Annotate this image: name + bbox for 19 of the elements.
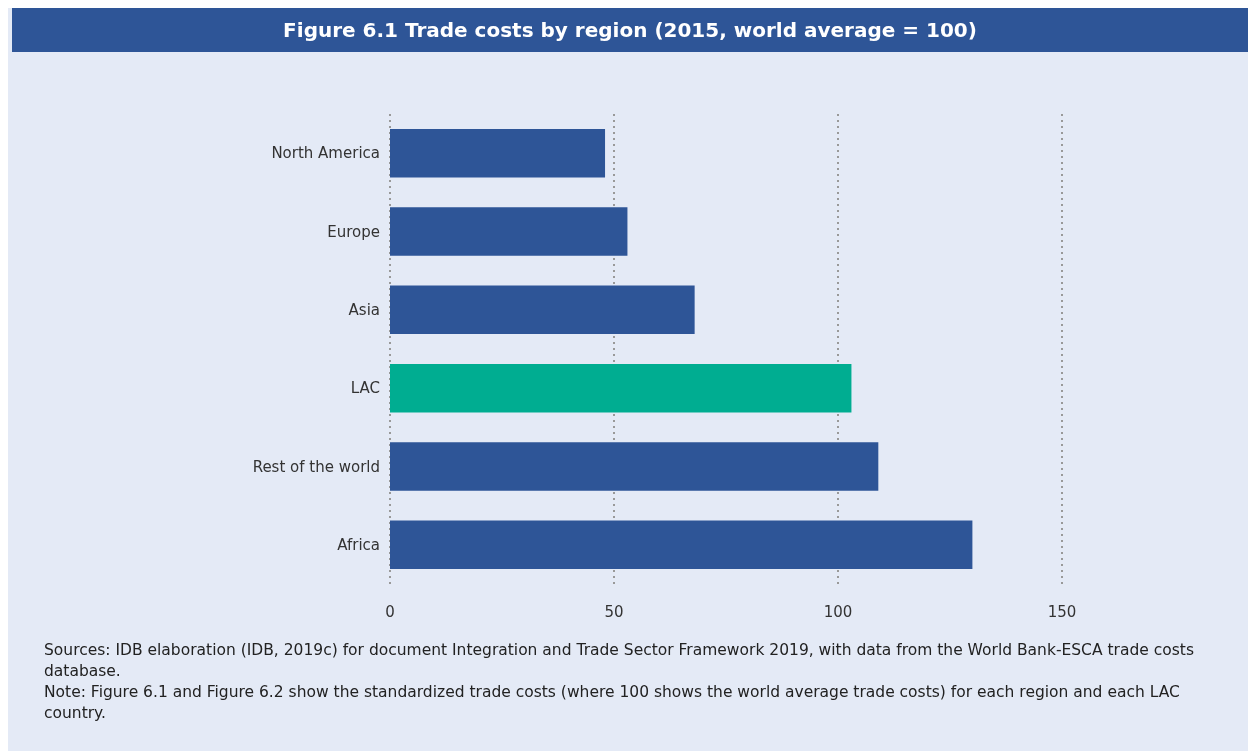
bar	[390, 128, 606, 178]
y-tick-label: LAC	[350, 379, 380, 398]
y-tick-label: Rest of the world	[252, 457, 380, 476]
x-tick-label: 0	[385, 602, 395, 621]
y-tick-label: Europe	[327, 222, 380, 241]
x-tick-label: 100	[823, 602, 853, 621]
y-tick-label: Africa	[337, 535, 380, 554]
x-tick-label: 50	[604, 602, 624, 621]
source-note: Sources: IDB elaboration (IDB, 2019c) for document Integration and Trade Sector Framework 2019, with data from the World Bank-ESCA trade costs database.	[44, 640, 1195, 682]
bar	[390, 363, 852, 413]
x-tick-label: 150	[1047, 602, 1077, 621]
y-tick-label: North America	[271, 144, 380, 163]
y-tick-label: Asia	[348, 300, 380, 319]
bar	[390, 285, 695, 335]
bar	[390, 207, 628, 256]
chart-title: Figure 6.1 Trade costs by region (2015, world average = 100)	[12, 8, 1248, 52]
bar	[390, 520, 973, 570]
text: Note: Figure 6.1 and Figure 6.2 show the standardized trade costs (where 100 shows the world average trade costs) for each region and each LAC country.	[44, 682, 1181, 724]
bar	[390, 442, 879, 491]
